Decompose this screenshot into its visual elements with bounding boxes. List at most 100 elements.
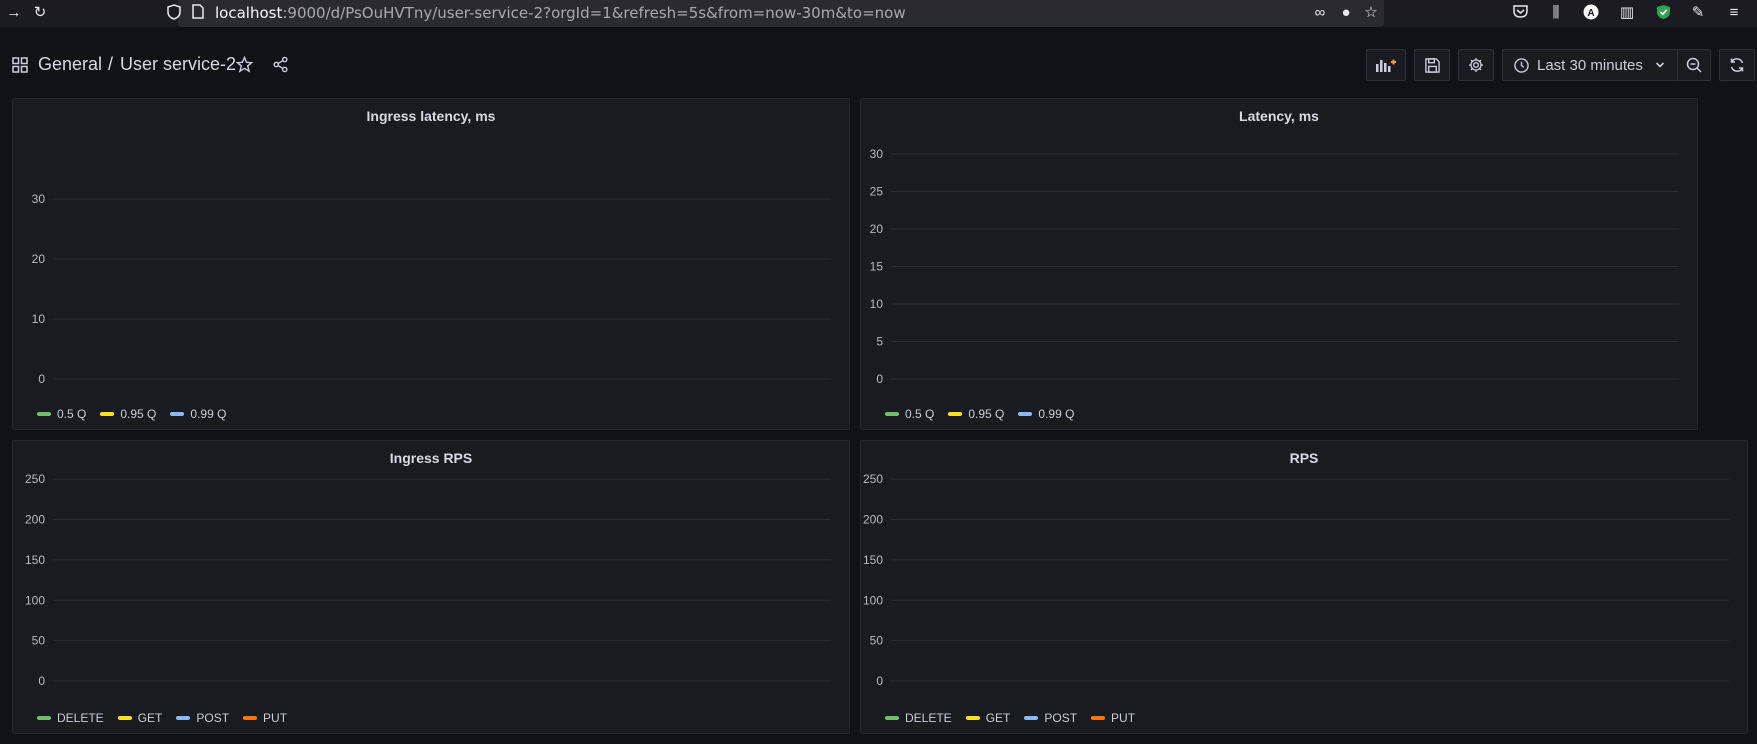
legend-item[interactable]: GET bbox=[117, 711, 163, 725]
legend-label: DELETE bbox=[905, 711, 952, 725]
panel-ingress-latency[interactable]: Ingress latency, ms 010203019:5019:5520:… bbox=[12, 98, 850, 430]
add-panel-button[interactable] bbox=[1366, 49, 1406, 81]
legend-item[interactable]: 0.95 Q bbox=[100, 407, 156, 421]
share-icon[interactable] bbox=[272, 56, 289, 78]
legend-swatch bbox=[948, 412, 963, 416]
save-icon bbox=[1424, 57, 1440, 73]
panel-title[interactable]: Ingress latency, ms bbox=[366, 108, 496, 124]
legend: 0.5 Q 0.95 Q 0.99 Q bbox=[37, 407, 226, 421]
legend-item[interactable]: POST bbox=[1024, 711, 1077, 725]
legend-item[interactable]: GET bbox=[965, 711, 1011, 725]
bars-icon[interactable]: ▥ bbox=[1619, 4, 1635, 21]
panel-title[interactable]: Latency, ms bbox=[1239, 108, 1319, 124]
y-tick-label: 50 bbox=[870, 634, 884, 648]
y-tick-label: 10 bbox=[870, 297, 884, 311]
forward-icon[interactable]: → bbox=[6, 4, 22, 21]
legend-item[interactable]: PUT bbox=[243, 711, 287, 725]
panel-rps[interactable]: RPS 05010015020025019:5019:5520:0020:052… bbox=[860, 440, 1748, 734]
y-tick-label: 200 bbox=[25, 513, 45, 527]
chevron-down-icon bbox=[1655, 62, 1665, 68]
y-tick-label: 250 bbox=[25, 472, 45, 486]
legend-label: PUT bbox=[263, 711, 288, 725]
apps-grid-icon[interactable] bbox=[12, 57, 28, 78]
legend-label: 0.99 Q bbox=[1038, 407, 1075, 421]
legend-item[interactable]: 0.5 Q bbox=[37, 407, 86, 421]
time-range-picker[interactable]: Last 30 minutes bbox=[1502, 49, 1678, 81]
panel-title[interactable]: Ingress RPS bbox=[389, 450, 473, 466]
y-tick-label: 0 bbox=[876, 674, 883, 688]
chart-ingress-rps: 05010015020025019:5019:5520:0020:0520:10… bbox=[25, 472, 831, 688]
breadcrumb-folder[interactable]: General bbox=[38, 54, 103, 74]
y-tick-label: 30 bbox=[870, 147, 884, 161]
legend: 0.5 Q 0.95 Q 0.99 Q bbox=[885, 407, 1074, 421]
url-bar[interactable]: localhost:9000/d/PsOuHVTny/user-service-… bbox=[167, 0, 1384, 27]
y-tick-label: 10 bbox=[32, 312, 46, 326]
legend-swatch bbox=[243, 716, 258, 720]
menu-icon[interactable]: ≡ bbox=[1729, 4, 1739, 21]
legend: DELETE GET POST PUT bbox=[37, 711, 287, 725]
legend-item[interactable]: 0.99 Q bbox=[170, 407, 226, 421]
y-tick-label: 100 bbox=[25, 593, 45, 607]
legend-swatch bbox=[1024, 716, 1039, 720]
time-range-label: Last 30 minutes bbox=[1537, 56, 1643, 74]
legend-label: DELETE bbox=[57, 711, 104, 725]
reload-icon[interactable]: ↻ bbox=[33, 4, 47, 21]
y-tick-label: 25 bbox=[870, 185, 884, 199]
grid bbox=[53, 478, 831, 682]
y-tick-label: 50 bbox=[32, 634, 46, 648]
legend-item[interactable]: POST bbox=[176, 711, 229, 725]
legend-swatch bbox=[117, 716, 132, 720]
shield-icon[interactable] bbox=[164, 4, 184, 25]
star-icon[interactable] bbox=[235, 55, 254, 78]
legend-item[interactable]: 0.99 Q bbox=[1018, 407, 1074, 421]
legend-swatch bbox=[170, 412, 185, 416]
y-tick-label: 20 bbox=[32, 252, 46, 266]
page-icon[interactable] bbox=[188, 4, 208, 24]
panel-title[interactable]: RPS bbox=[1289, 450, 1319, 466]
y-tick-label: 30 bbox=[32, 192, 46, 206]
legend: DELETE GET POST PUT bbox=[885, 711, 1135, 725]
legend-swatch bbox=[1091, 716, 1106, 720]
legend-swatch bbox=[885, 716, 899, 720]
grid bbox=[891, 153, 1679, 380]
legend-swatch bbox=[965, 716, 980, 720]
legend-item[interactable]: DELETE bbox=[885, 711, 952, 725]
legend-swatch bbox=[1018, 412, 1033, 416]
legend-label: GET bbox=[137, 711, 163, 725]
bird-icon[interactable]: ✎ bbox=[1691, 4, 1705, 21]
dashboard-title[interactable]: User service-2 bbox=[120, 54, 237, 74]
zoom-out-icon bbox=[1686, 57, 1702, 73]
legend-label: GET bbox=[985, 711, 1011, 725]
refresh-icon bbox=[1730, 58, 1744, 72]
star-icon[interactable]: ☆ bbox=[1364, 4, 1378, 21]
chart-rps: 05010015020025019:5019:5520:0020:0520:10… bbox=[863, 472, 1729, 688]
pocket-icon[interactable] bbox=[1510, 4, 1530, 23]
y-tick-label: 0 bbox=[876, 372, 883, 386]
legend-item[interactable]: DELETE bbox=[37, 711, 104, 725]
shield-check-icon[interactable] bbox=[1653, 4, 1673, 25]
y-tick-label: 20 bbox=[870, 222, 884, 236]
chart-latency: 05101520253019:5019:5520:0020:0520:1020:… bbox=[870, 147, 1679, 386]
browser-toolbar: → ↻ localhost:9000/d/PsOuHVTny/user-serv… bbox=[0, 0, 1757, 27]
url-text[interactable]: localhost:9000/d/PsOuHVTny/user-service-… bbox=[215, 4, 906, 22]
glasses-icon[interactable]: ∞ bbox=[1314, 4, 1326, 21]
save-dashboard-button[interactable] bbox=[1414, 49, 1450, 81]
y-tick-label: 100 bbox=[863, 593, 883, 607]
account-icon[interactable]: A bbox=[1581, 4, 1601, 25]
legend-item[interactable]: 0.95 Q bbox=[948, 407, 1004, 421]
library-icon[interactable]: ⫼ bbox=[1552, 4, 1560, 21]
chat-icon[interactable]: ● bbox=[1341, 4, 1351, 21]
zoom-out-button[interactable] bbox=[1677, 49, 1711, 81]
panel-latency[interactable]: Latency, ms 05101520253019:5019:5520:002… bbox=[860, 98, 1698, 430]
refresh-dashboard-button[interactable] bbox=[1719, 49, 1755, 81]
y-tick-label: 150 bbox=[863, 553, 883, 567]
panel-ingress-rps[interactable]: Ingress RPS 05010015020025019:5019:5520:… bbox=[12, 440, 850, 734]
legend-label: PUT bbox=[1111, 711, 1136, 725]
legend-label: 0.95 Q bbox=[968, 407, 1005, 421]
legend-item[interactable]: 0.5 Q bbox=[885, 407, 934, 421]
svg-text:A: A bbox=[1587, 8, 1594, 19]
legend-label: 0.95 Q bbox=[120, 407, 157, 421]
dashboard-settings-button[interactable] bbox=[1458, 49, 1494, 81]
y-tick-label: 200 bbox=[863, 513, 883, 527]
legend-item[interactable]: PUT bbox=[1091, 711, 1135, 725]
